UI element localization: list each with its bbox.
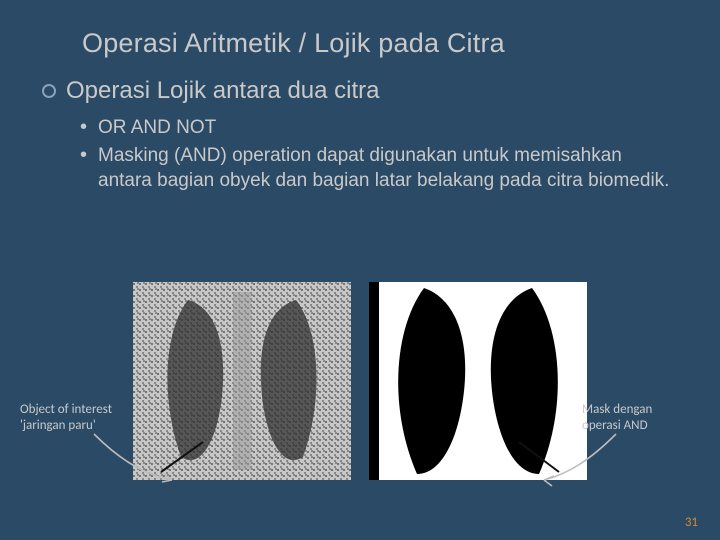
bullet-list: OR AND NOT Masking (AND) operation dapat…: [80, 115, 678, 194]
caption-right-line1: Mask dengan: [582, 402, 692, 418]
bullet-odot-icon: [42, 84, 56, 98]
list-item: Masking (AND) operation dapat digunakan …: [80, 143, 678, 194]
arrow-left-icon: [90, 430, 180, 490]
slide-title: Operasi Aritmetik / Lojik pada Citra: [82, 28, 678, 59]
slide-subtitle: Operasi Lojik antara dua citra: [66, 77, 380, 105]
arrow-right-icon: [540, 430, 620, 490]
slide-subtitle-row: Operasi Lojik antara dua citra: [42, 77, 678, 105]
caption-left-line1: Object of interest: [20, 402, 150, 418]
list-item: OR AND NOT: [80, 115, 678, 141]
page-number: 31: [685, 515, 698, 530]
slide: Operasi Aritmetik / Lojik pada Citra Ope…: [0, 0, 720, 540]
